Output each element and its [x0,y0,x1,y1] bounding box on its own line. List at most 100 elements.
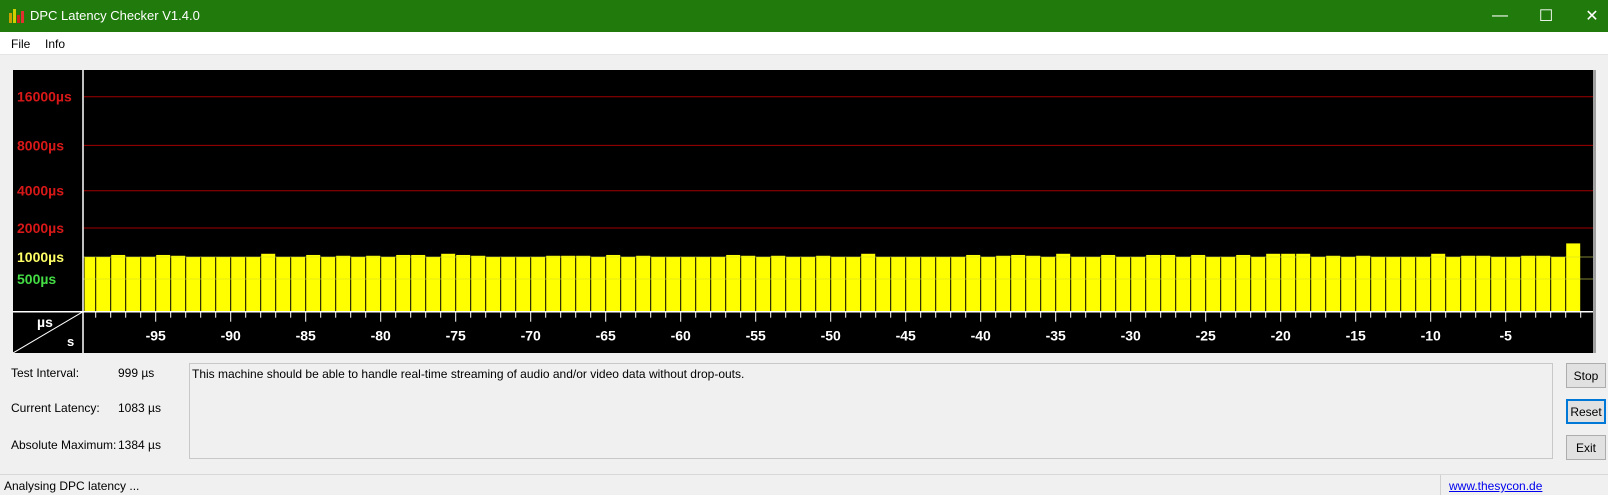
x-tick-label: -25 [1196,328,1216,344]
test-interval-label: Test Interval: [11,366,80,380]
website-link[interactable]: www.thesycon.de [1449,479,1543,493]
x-tick-label: -50 [821,328,841,344]
latency-bar [126,257,141,312]
exit-button[interactable]: Exit [1566,435,1606,460]
latency-bar [861,253,876,312]
latency-bar [351,257,366,312]
maximize-button[interactable]: ☐ [1538,8,1554,25]
latency-bar [1146,254,1161,312]
latency-bar [831,257,846,312]
latency-bar [981,257,996,312]
latency-bar [1551,257,1566,312]
latency-bar [1356,255,1371,312]
latency-bar [1491,257,1506,312]
x-tick-label: -40 [971,328,991,344]
latency-bar [696,257,711,312]
latency-bar [1536,255,1551,312]
x-unit-label: s [67,334,74,349]
latency-bar [1371,257,1386,312]
latency-bar [261,253,276,312]
test-interval-value: 999 µs [118,366,155,380]
latency-chart-svg: µss 16000µs 8000µs 4000µs 2000µs 1000µs 500µs -… [13,70,1593,353]
latency-bar [636,255,651,312]
latency-bar [1116,257,1131,312]
menu-bar: File Info [0,32,1608,55]
latency-chart: µs s 16000µs 8000µs 4000µs 2000µs 1000µs 500µs -… [13,70,1596,353]
latency-bar [1206,257,1221,312]
latency-bar [366,255,381,312]
absolute-maximum-value: 1384 µs [118,438,161,452]
window-title: DPC Latency Checker V1.4.0 [30,8,200,23]
latency-bar [291,257,306,312]
title-bar: DPC Latency Checker V1.4.0 — ☐ ✕ [0,0,1608,32]
latency-bar [441,253,456,312]
latency-bar [621,257,636,312]
latency-bar [936,257,951,312]
latency-bar [1566,243,1581,312]
latency-bar [336,255,351,312]
x-tick-label: -35 [1046,328,1066,344]
latency-bar [1026,255,1041,312]
latency-bar [651,257,666,312]
latency-bar [516,257,531,312]
latency-bar [306,254,321,312]
x-tick-label: -85 [296,328,316,344]
x-tick-label: -80 [371,328,391,344]
latency-bar [111,254,126,312]
latency-bar [321,257,336,312]
menu-info[interactable]: Info [45,37,66,51]
latency-bar [666,257,681,312]
absolute-maximum-label: Absolute Maximum: [11,438,117,452]
menu-file[interactable]: File [11,37,31,51]
latency-bar [1266,253,1281,312]
y-tick-label: 1000µs [17,249,64,265]
latency-bar [1161,254,1176,312]
latency-bar [1101,254,1116,312]
latency-bar [471,255,486,312]
minimize-button[interactable]: — [1492,7,1508,24]
latency-bar [996,255,1011,312]
x-tick-label: -30 [1121,328,1141,344]
latency-bar [1506,257,1521,312]
current-latency-label: Current Latency: [11,401,100,415]
result-message: This machine should be able to handle re… [189,363,1553,459]
latency-bar [846,257,861,312]
latency-bar [561,255,576,312]
current-latency-value: 1083 µs [118,401,161,415]
latency-bar [246,257,261,312]
x-tick-label: -10 [1421,328,1441,344]
x-tick-label: -75 [446,328,466,344]
latency-bar [1386,257,1401,312]
x-tick-label: -5 [1499,328,1512,344]
latency-bar [771,255,786,312]
latency-bar [1416,257,1431,312]
y-tick-label: 8000µs [17,137,64,153]
status-text: Analysing DPC latency ... [4,479,140,493]
reset-button[interactable]: Reset [1566,399,1606,424]
latency-bar [1326,255,1341,312]
latency-bar [1476,255,1491,312]
y-tick-label: 16000µs [17,89,72,105]
latency-bar [84,257,96,312]
latency-bar [921,257,936,312]
latency-bar [741,255,756,312]
latency-bar [816,255,831,312]
latency-bar [1521,255,1536,312]
latency-bar [501,257,516,312]
latency-bar [456,254,471,312]
latency-bar [486,257,501,312]
latency-bar [531,257,546,312]
close-button[interactable]: ✕ [1585,8,1599,25]
stop-button[interactable]: Stop [1566,363,1606,388]
latency-bar [756,257,771,312]
latency-bar [1401,257,1416,312]
latency-bar [1281,253,1296,312]
latency-bar [546,255,561,312]
latency-bar [1236,254,1251,312]
x-tick-label: -20 [1271,328,1291,344]
x-tick-label: -45 [896,328,916,344]
latency-bar [951,257,966,312]
x-tick-label: -65 [596,328,616,344]
latency-bar [141,257,156,312]
latency-bar [1071,257,1086,312]
